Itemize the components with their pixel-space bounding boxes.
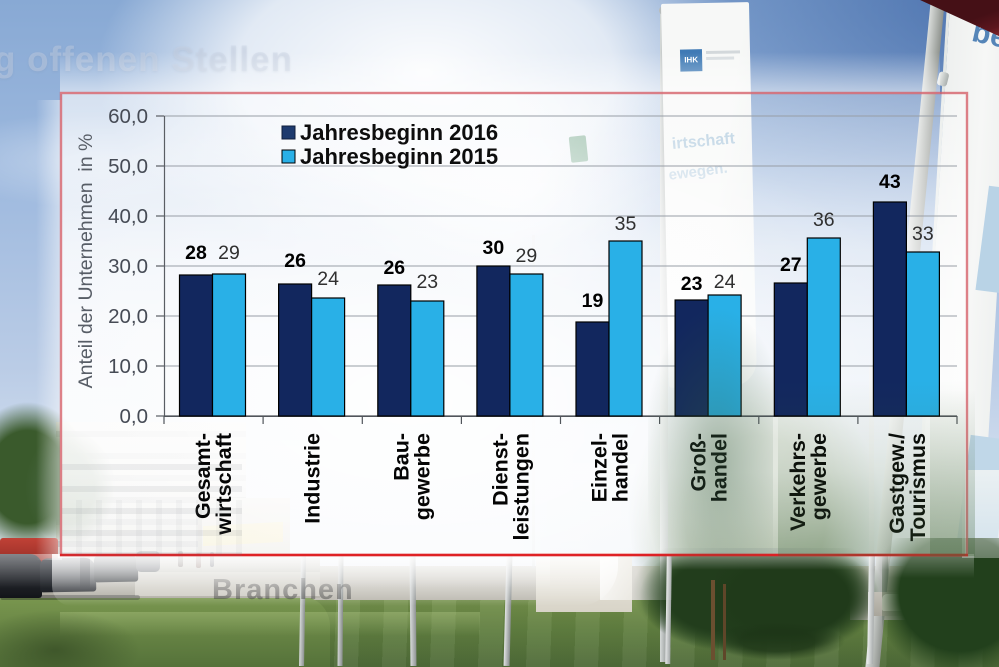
svg-text:23: 23	[681, 273, 703, 295]
svg-text:19: 19	[582, 290, 604, 312]
svg-text:Industrie: Industrie	[301, 433, 325, 524]
svg-text:26: 26	[383, 257, 405, 279]
svg-text:Anteil der Unternehmen in %: Anteil der Unternehmen in %	[75, 134, 97, 389]
svg-text:36: 36	[813, 209, 835, 231]
svg-text:handel: handel	[708, 433, 732, 502]
svg-text:50,0: 50,0	[108, 155, 148, 178]
svg-text:Groß-: Groß-	[687, 433, 711, 492]
svg-text:Verkehrs-: Verkehrs-	[786, 433, 810, 531]
svg-text:40,0: 40,0	[108, 205, 148, 228]
svg-text:24: 24	[714, 271, 736, 293]
svg-text:Jahresbeginn 2016: Jahresbeginn 2016	[300, 120, 498, 145]
svg-text:10,0: 10,0	[108, 355, 148, 378]
svg-text:Tourismus: Tourismus	[906, 433, 930, 541]
svg-text:23: 23	[416, 271, 438, 293]
svg-text:29: 29	[218, 242, 240, 264]
svg-text:30: 30	[483, 237, 505, 259]
svg-text:Jahresbeginn 2015: Jahresbeginn 2015	[300, 144, 498, 169]
svg-text:Gastgew./: Gastgew./	[885, 433, 909, 534]
svg-text:20,0: 20,0	[108, 305, 148, 328]
svg-text:0,0: 0,0	[120, 405, 149, 428]
svg-text:27: 27	[780, 254, 802, 276]
svg-text:gewerbe: gewerbe	[410, 433, 434, 520]
svg-text:handel: handel	[609, 433, 633, 502]
svg-text:24: 24	[317, 268, 339, 290]
svg-text:gewerbe: gewerbe	[807, 433, 831, 520]
svg-text:43: 43	[879, 171, 901, 193]
svg-text:Dienst-: Dienst-	[488, 433, 512, 506]
svg-text:29: 29	[516, 245, 538, 267]
svg-text:Bau-: Bau-	[389, 433, 413, 481]
svg-text:28: 28	[185, 242, 207, 264]
svg-text:33: 33	[912, 223, 934, 245]
svg-text:26: 26	[284, 250, 306, 272]
svg-text:Gesamt-: Gesamt-	[191, 433, 215, 519]
svg-text:Einzel-: Einzel-	[588, 433, 612, 502]
svg-text:leistungen: leistungen	[509, 433, 533, 541]
svg-text:30,0: 30,0	[108, 255, 148, 278]
svg-text:wirtschaft: wirtschaft	[212, 433, 236, 536]
svg-text:60,0: 60,0	[108, 105, 148, 128]
svg-text:35: 35	[615, 213, 637, 235]
